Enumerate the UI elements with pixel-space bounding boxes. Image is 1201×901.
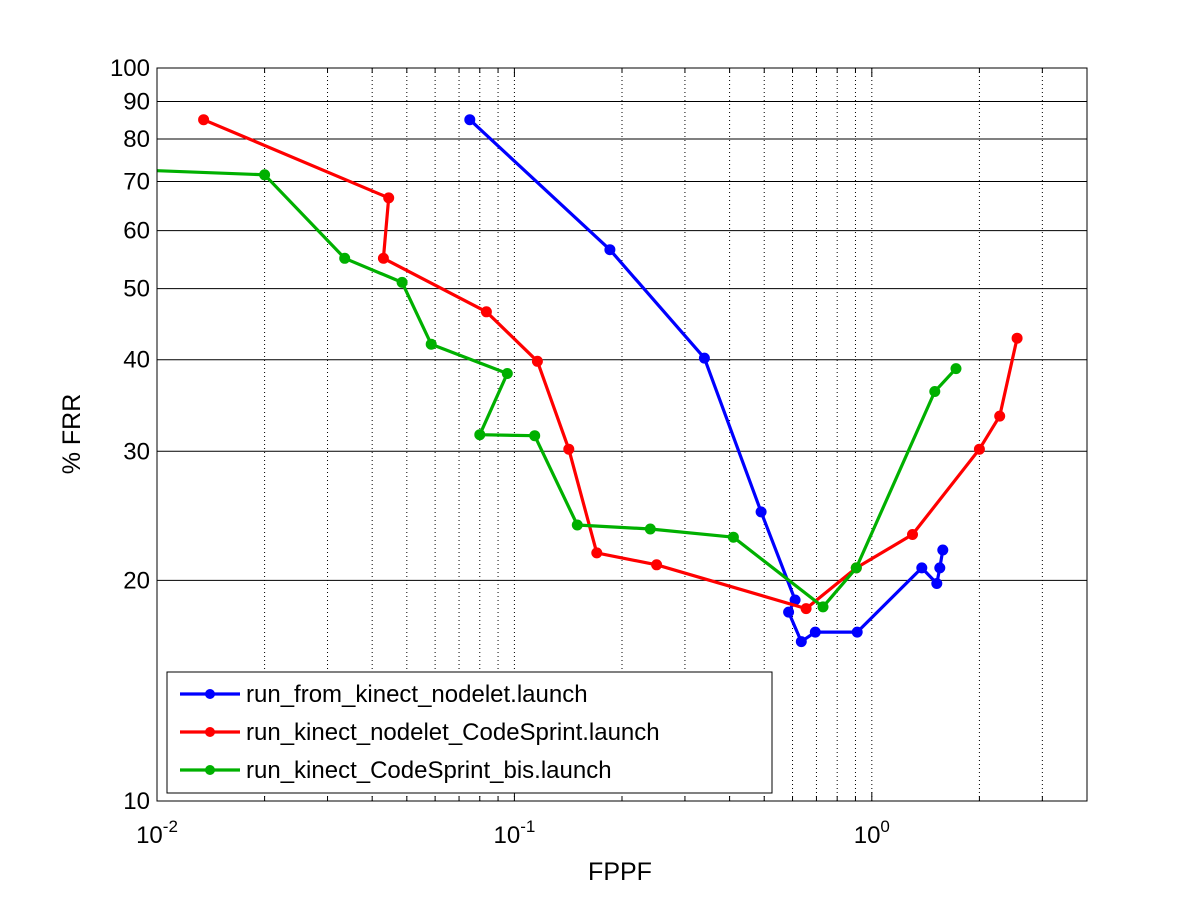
data-point [529, 430, 541, 442]
data-point [800, 603, 812, 615]
y-tick-label: 90 [123, 89, 150, 116]
data-point [425, 338, 437, 350]
legend-marker [205, 727, 215, 737]
y-tick-label: 40 [123, 347, 150, 374]
data-point [651, 559, 663, 571]
data-point [973, 443, 985, 455]
legend: run_from_kinect_nodelet.launch run_kinect… [166, 671, 773, 794]
legend-label: run_from_kinect_nodelet.launch [246, 681, 588, 708]
data-point [383, 192, 395, 204]
data-point [931, 578, 943, 589]
y-tick-label: 60 [123, 218, 150, 245]
data-point [604, 244, 616, 256]
y-tick-label: 100 [110, 55, 150, 82]
data-point [994, 410, 1006, 422]
legend-label: run_kinect_nodelet_CodeSprint.launch [246, 719, 660, 746]
ticks: 10 20 30 40 50 60 70 80 90 100 10-2 10-1 100 [110, 55, 1088, 849]
data-point [795, 636, 807, 648]
data-point [501, 368, 513, 379]
y-tick-label: 30 [123, 438, 150, 465]
y-tick-label: 10 [123, 788, 150, 815]
data-point [563, 443, 575, 455]
data-point [480, 306, 492, 318]
data-point [950, 363, 962, 375]
data-point [531, 355, 543, 367]
data-point [929, 386, 941, 397]
data-point [464, 114, 476, 126]
data-point [937, 544, 949, 556]
y-tick-label: 20 [123, 567, 150, 594]
y-tick-label: 80 [123, 126, 150, 153]
data-point [817, 601, 829, 613]
data-point [339, 252, 351, 264]
legend-box [166, 671, 773, 794]
data-point [644, 523, 656, 535]
data-point [934, 562, 946, 574]
series-line-2 [202, 118, 1019, 611]
data-point [377, 252, 389, 264]
y-axis-label: % FRR [58, 394, 86, 475]
x-axis-label: FPPF [588, 858, 652, 886]
legend-label: run_kinect_CodeSprint_bis.launch [246, 757, 612, 784]
data-point [396, 276, 408, 288]
data-point [783, 606, 795, 618]
data-point [571, 519, 583, 531]
legend-marker [205, 765, 215, 775]
data-point [698, 352, 710, 364]
x-tick-label: 100 [854, 817, 890, 849]
series-layer [157, 114, 1023, 648]
data-point [851, 626, 863, 638]
data-point [1011, 332, 1023, 344]
x-tick-label: 10-1 [493, 817, 535, 849]
data-point [591, 547, 603, 559]
data-point [259, 169, 271, 181]
data-point [727, 531, 739, 543]
data-point [809, 626, 821, 638]
data-point [907, 529, 918, 540]
data-point [916, 562, 928, 574]
data-point [198, 114, 210, 126]
data-point [474, 429, 486, 441]
x-tick-label: 10-2 [136, 817, 178, 849]
y-tick-label: 50 [123, 276, 150, 303]
data-point [850, 562, 862, 574]
y-tick-label: 70 [123, 169, 150, 196]
data-point [755, 506, 767, 518]
legend-marker [205, 689, 215, 699]
